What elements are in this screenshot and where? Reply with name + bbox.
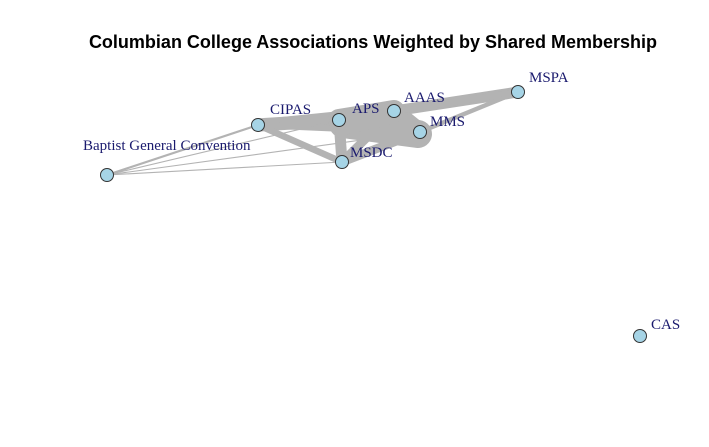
node-label-bgc: Baptist General Convention	[83, 138, 251, 154]
node-label-mspa: MSPA	[529, 70, 569, 86]
node-label-aps: APS	[352, 101, 380, 117]
node-aps	[332, 113, 346, 127]
node-mms	[413, 125, 427, 139]
node-label-mms: MMS	[430, 114, 465, 130]
edge-layer	[105, 86, 524, 177]
edge-bgc-msdc	[106, 161, 343, 176]
edge-bgc-aps	[106, 119, 340, 176]
node-bgc	[100, 168, 114, 182]
node-label-msdc: MSDC	[350, 145, 393, 161]
edge-cipas-msdc	[254, 121, 346, 166]
edge-mms-mspa	[417, 89, 521, 135]
node-label-cipas: CIPAS	[270, 102, 311, 118]
node-label-cas: CAS	[651, 317, 680, 333]
node-mspa	[511, 85, 525, 99]
figure-title: Columbian College Associations Weighted …	[89, 32, 657, 52]
node-msdc	[335, 155, 349, 169]
node-layer	[100, 85, 647, 343]
node-aaas	[387, 104, 401, 118]
edge-bgc-cipas	[105, 123, 260, 177]
label-layer: CIPAS APS AAAS MMS MSPA MSDC Baptist General C…	[83, 70, 680, 333]
edge-cluster-blob	[332, 102, 403, 135]
node-cipas	[251, 118, 265, 132]
node-label-aaas: AAAS	[404, 90, 445, 106]
node-cas	[633, 329, 647, 343]
